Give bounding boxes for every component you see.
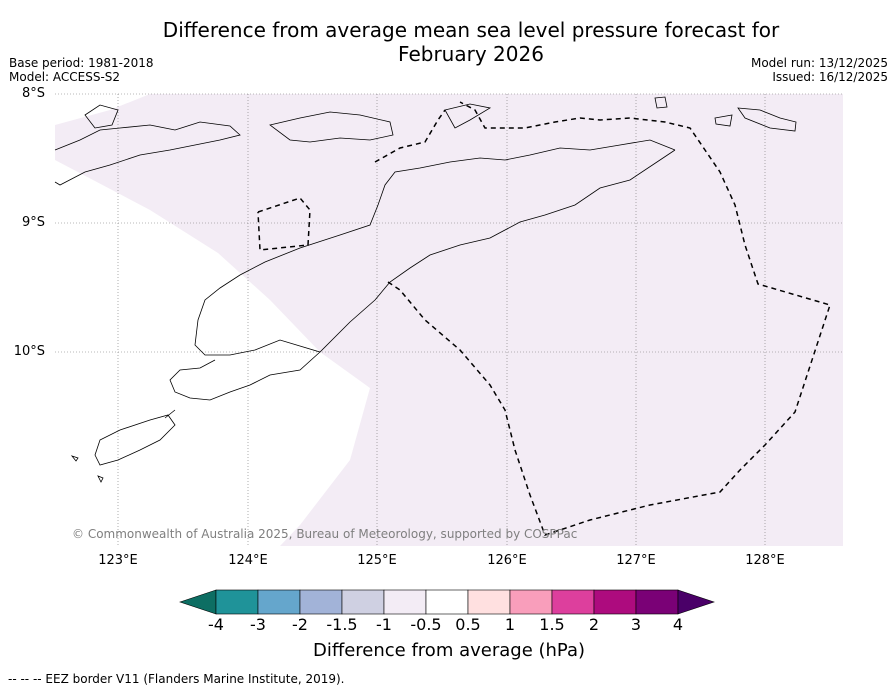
anomaly-shade-region <box>55 94 843 546</box>
lat-label-8s: 8°S <box>21 86 45 101</box>
colorbar-tick: -2 <box>292 615 308 634</box>
colorbar-tick: -0.5 <box>410 615 442 634</box>
colorbar-segment <box>467 589 511 615</box>
colorbar-tick: 1.5 <box>539 615 565 634</box>
lon-label-125e: 125°E <box>357 553 397 568</box>
colorbar-extend-high <box>677 589 715 615</box>
lon-label-128e: 128°E <box>745 553 785 568</box>
coastline-alor <box>654 96 668 109</box>
coastline-rote <box>94 409 176 466</box>
base-period: Base period: 1981-2018 <box>9 56 154 70</box>
copyright-notice: © Commonwealth of Australia 2025, Bureau… <box>72 527 578 541</box>
colorbar-tick: 0.5 <box>455 615 481 634</box>
eez-border-west <box>374 109 446 163</box>
gridlines <box>55 93 843 546</box>
colorbar-segment <box>299 589 343 615</box>
colorbar-segment <box>383 589 427 615</box>
colorbar-segment <box>425 589 469 615</box>
coastline-flores <box>54 121 241 186</box>
colorbar-segment <box>509 589 553 615</box>
coastlines <box>54 96 797 483</box>
chart-title: Difference from average mean sea level p… <box>0 18 896 66</box>
lat-label-9s: 9°S <box>21 215 45 230</box>
colorbar-tick: 1 <box>504 615 516 634</box>
model-name: Model: ACCESS-S2 <box>9 70 121 84</box>
colorbar-tick: 2 <box>588 615 600 634</box>
title-line-2: February 2026 <box>398 42 544 66</box>
issued-date: Issued: 16/12/2025 <box>772 70 888 84</box>
footnote-eez: -- -- -- EEZ border V11 (Flanders Marine… <box>8 672 345 686</box>
coastline-timor <box>194 139 676 356</box>
colorbar <box>179 589 715 615</box>
coastline-timor-south <box>169 351 321 401</box>
meta-left: Base period: 1981-2018 Model: ACCESS-S2 <box>9 56 154 84</box>
eez-borders <box>257 101 831 536</box>
model-run: Model run: 13/12/2025 <box>750 56 888 70</box>
colorbar-tick: 3 <box>630 615 642 634</box>
colorbar-tick: 4 <box>672 615 684 634</box>
colorbar-tick: -1 <box>376 615 392 634</box>
colorbar-segment <box>551 589 595 615</box>
lat-label-10s: 10°S <box>13 344 45 359</box>
lon-label-124e: 124°E <box>228 553 268 568</box>
coastline-islands-north <box>84 104 394 143</box>
colorbar-segment <box>341 589 385 615</box>
colorbar-segment <box>635 589 679 615</box>
colorbar-tick: -3 <box>250 615 266 634</box>
colorbar-tick: -1.5 <box>326 615 358 634</box>
lon-label-123e: 123°E <box>98 553 138 568</box>
eez-border-timor-leste <box>387 101 831 536</box>
lon-label-127e: 127°E <box>616 553 656 568</box>
meta-right: Model run: 13/12/2025 Issued: 16/12/2025 <box>751 56 888 84</box>
title-line-1: Difference from average mean sea level p… <box>162 18 780 42</box>
colorbar-extend-low <box>179 589 217 615</box>
coastline-kisar <box>714 114 733 127</box>
colorbar-tick: -4 <box>208 615 224 634</box>
lon-label-126e: 126°E <box>487 553 527 568</box>
colorbar-label: Difference from average (hPa) <box>312 640 586 661</box>
coastline-leti <box>737 107 797 132</box>
colorbar-segment <box>593 589 637 615</box>
colorbar-segment <box>215 589 259 615</box>
coastline-wetar <box>444 103 492 129</box>
colorbar-segment <box>257 589 301 615</box>
coastline-savu <box>70 455 104 483</box>
eez-border-oecusse <box>257 197 311 251</box>
